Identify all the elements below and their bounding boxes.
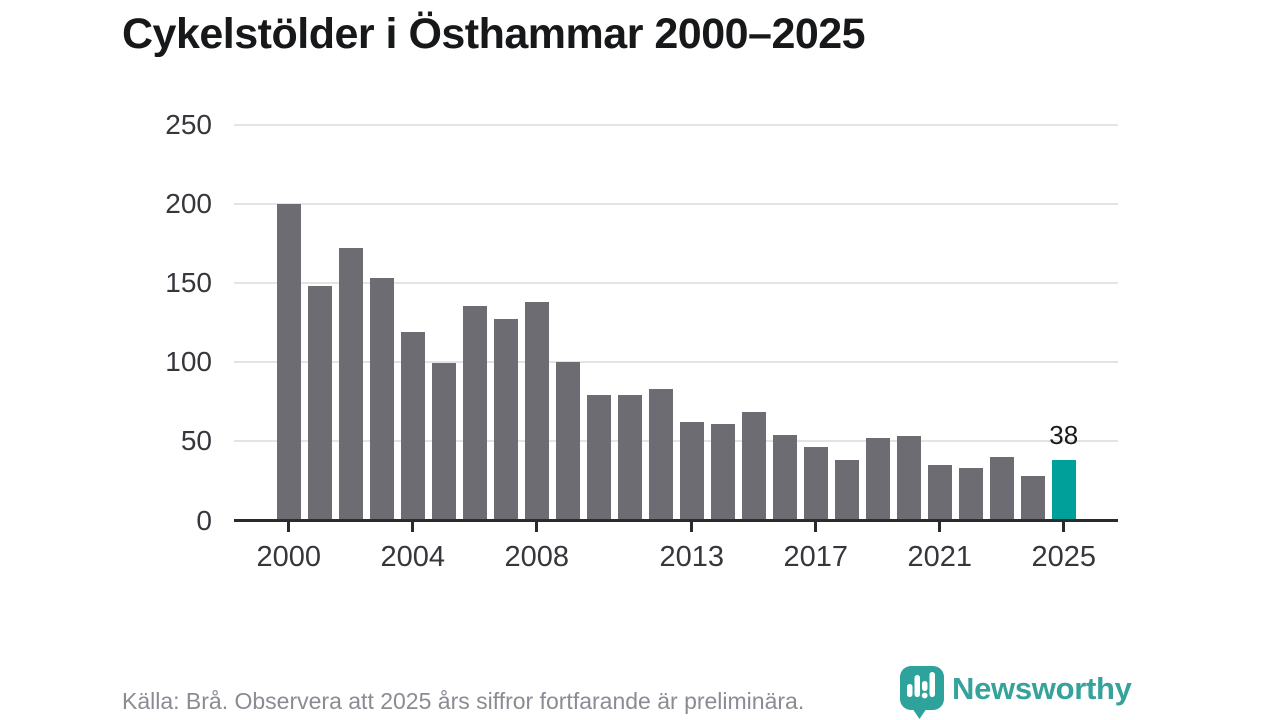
bar-2015 <box>742 412 766 520</box>
bar-2001 <box>308 285 332 520</box>
bar-2002 <box>339 247 363 520</box>
x-axis-label-2025: 2025 <box>1031 541 1096 573</box>
source-caption: Källa: Brå. Observera att 2025 års siffr… <box>122 688 805 714</box>
value-label-2025: 38 <box>1049 420 1079 451</box>
bar-2019 <box>866 437 890 520</box>
gridline-250 <box>234 124 1118 126</box>
x-tick-2000 <box>287 522 291 532</box>
x-axis-label-2000: 2000 <box>256 541 321 573</box>
bar-2021 <box>928 464 952 520</box>
bar-2023 <box>990 456 1014 520</box>
bar-2000 <box>277 203 301 520</box>
x-tick-2021 <box>938 522 942 532</box>
bar-2012 <box>649 388 673 520</box>
x-tick-2013 <box>690 522 694 532</box>
bar-2011 <box>618 395 642 520</box>
gridline-100 <box>234 361 1118 364</box>
x-axis-label-2021: 2021 <box>907 541 972 573</box>
x-tick-2017 <box>814 522 818 532</box>
bar-2013 <box>680 421 704 520</box>
chart-title: Cykelstölder i Östhammar 2000–2025 <box>122 10 866 58</box>
bar-2025 <box>1052 459 1076 520</box>
y-axis-label-0: 0 <box>196 504 212 536</box>
bar-2020 <box>897 436 921 520</box>
y-axis-label-100: 100 <box>165 346 212 378</box>
bar-2017 <box>804 447 828 520</box>
x-axis-label-2008: 2008 <box>504 541 569 573</box>
x-axis-label-2004: 2004 <box>380 541 445 573</box>
y-axis-label-50: 50 <box>180 425 212 457</box>
newsworthy-wordmark: Newsworthy <box>952 670 1132 706</box>
bar-2018 <box>835 459 859 520</box>
bar-2007 <box>494 319 518 520</box>
x-axis-label-2017: 2017 <box>783 541 848 573</box>
x-tick-2025 <box>1062 522 1066 532</box>
gridline-150 <box>234 282 1118 285</box>
bar-2016 <box>773 434 797 520</box>
x-tick-2008 <box>535 522 539 532</box>
bar-chart-plot-area: 0 50 100 150 200 250 38 2000 2004 2008 2013 2017 2… <box>165 110 1118 573</box>
bar-2014 <box>711 423 735 520</box>
bar-2009 <box>556 361 580 520</box>
y-axis-label-200: 200 <box>165 188 212 220</box>
bar-2005 <box>432 363 456 520</box>
gridline-200 <box>234 203 1118 206</box>
bar-2010 <box>587 395 611 520</box>
y-axis-label-150: 150 <box>165 267 212 299</box>
bar-2022 <box>959 467 983 520</box>
x-axis-line <box>234 519 1118 522</box>
bar-2024 <box>1021 475 1045 520</box>
y-axis-label-250: 250 <box>165 109 212 140</box>
bar-2008 <box>525 301 549 520</box>
x-tick-2004 <box>411 522 415 532</box>
bar-2004 <box>401 331 425 520</box>
newsworthy-chart-pin-icon <box>900 666 944 719</box>
bar-2003 <box>370 277 394 520</box>
x-axis-label-2013: 2013 <box>659 541 724 573</box>
bar-2006 <box>463 306 487 520</box>
gridline-50 <box>234 440 1118 443</box>
newsworthy-logo: Newsworthy <box>898 665 1132 720</box>
